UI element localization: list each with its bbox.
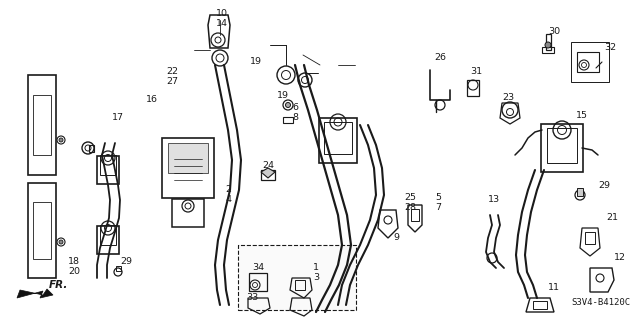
Bar [97, 226, 119, 254]
Circle shape [59, 240, 63, 244]
Polygon shape [261, 168, 275, 178]
Text: 14: 14 [216, 19, 228, 28]
Text: 2: 2 [225, 186, 231, 195]
Text: 9: 9 [393, 234, 399, 242]
Text: 4: 4 [225, 196, 231, 204]
Circle shape [545, 42, 551, 48]
Text: 21: 21 [606, 213, 618, 222]
Bar [295, 280, 305, 290]
Bar [541, 124, 583, 172]
Polygon shape [168, 143, 208, 173]
Text: 7: 7 [435, 204, 441, 212]
Text: 12: 12 [614, 254, 626, 263]
Bar [533, 301, 547, 309]
Bar [411, 209, 419, 221]
Bar [585, 232, 595, 244]
Text: 23: 23 [502, 93, 514, 102]
Text: 18: 18 [68, 257, 80, 266]
Text: 17: 17 [112, 114, 124, 122]
Text: 33: 33 [246, 293, 258, 302]
Text: 13: 13 [488, 196, 500, 204]
Text: 3: 3 [313, 273, 319, 283]
Bar [547, 128, 577, 162]
Bar [324, 122, 352, 154]
Text: 34: 34 [252, 263, 264, 272]
Text: FR.: FR. [48, 280, 68, 290]
Text: 31: 31 [470, 68, 482, 77]
Bar [249, 273, 267, 291]
Bar [97, 156, 119, 184]
Bar [467, 80, 479, 96]
Text: 19: 19 [250, 57, 262, 66]
Text: 25: 25 [404, 194, 416, 203]
Text: 16: 16 [146, 95, 158, 105]
Bar [33, 202, 51, 258]
Text: 24: 24 [262, 160, 274, 169]
Text: S3V4-B4120C: S3V4-B4120C [571, 298, 630, 307]
Bar [33, 95, 51, 155]
Text: 1: 1 [313, 263, 319, 272]
Circle shape [285, 102, 291, 108]
Circle shape [59, 138, 63, 142]
Text: 10: 10 [216, 10, 228, 19]
Text: 5: 5 [435, 194, 441, 203]
Text: 29: 29 [120, 257, 132, 266]
Polygon shape [17, 289, 53, 298]
Text: 32: 32 [604, 43, 616, 53]
Bar [319, 117, 357, 162]
Bar [542, 47, 554, 53]
Text: 6: 6 [292, 103, 298, 113]
Bar [100, 155, 116, 175]
Bar [100, 225, 116, 245]
Bar [28, 75, 56, 175]
Bar [162, 138, 214, 198]
Text: 30: 30 [548, 27, 560, 36]
Bar [28, 182, 56, 278]
Text: 19: 19 [277, 91, 289, 100]
Text: 8: 8 [292, 114, 298, 122]
Bar [115, 265, 120, 271]
Text: 22: 22 [166, 68, 178, 77]
Bar [571, 42, 609, 82]
Bar [172, 199, 204, 227]
Bar [283, 117, 293, 123]
Bar [238, 245, 356, 310]
Bar [88, 145, 93, 152]
Text: 15: 15 [576, 110, 588, 120]
Text: 26: 26 [434, 54, 446, 63]
Text: 27: 27 [166, 78, 178, 86]
Text: 11: 11 [548, 284, 560, 293]
Text: 29: 29 [598, 181, 610, 189]
Bar [261, 170, 275, 180]
Text: 20: 20 [68, 268, 80, 277]
Text: 28: 28 [404, 204, 416, 212]
Bar [577, 188, 583, 196]
Bar [577, 52, 599, 72]
Bar [545, 34, 550, 50]
